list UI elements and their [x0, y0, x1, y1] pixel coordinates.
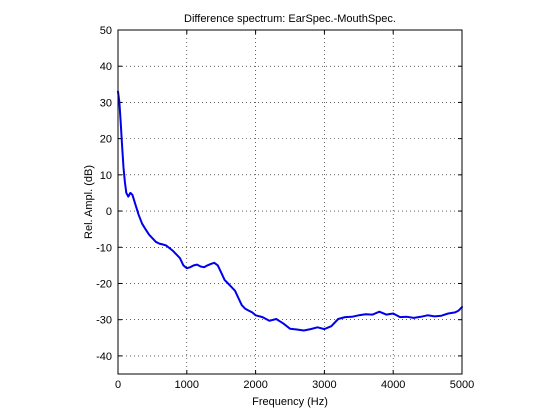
- y-tick-label: -40: [96, 351, 112, 363]
- y-tick-label: 0: [106, 206, 112, 218]
- y-tick-label: -10: [96, 242, 112, 254]
- x-tick-label: 4000: [381, 379, 405, 391]
- y-tick-label: -30: [96, 315, 112, 327]
- plot-area: [118, 30, 462, 374]
- y-tick-label: -20: [96, 278, 112, 290]
- x-tick-label: 0: [115, 379, 121, 391]
- y-tick-label: 50: [100, 25, 112, 37]
- y-tick-label: 10: [100, 170, 112, 182]
- x-tick-label: 3000: [312, 379, 336, 391]
- x-tick-label: 1000: [175, 379, 199, 391]
- axis-ticks: [117, 29, 463, 374]
- y-axis-label: Rel. Ampl. (dB): [83, 165, 95, 239]
- plot-frame: [117, 29, 463, 375]
- x-tick-label: 2000: [243, 379, 267, 391]
- series-line: [117, 90, 463, 332]
- y-tick-label: 30: [100, 97, 112, 109]
- x-axis-label: Frequency (Hz): [252, 396, 328, 408]
- chart-title: Difference spectrum: EarSpec.-MouthSpec.: [184, 13, 396, 25]
- tick-labels: 0 1000 2000 3000 4000 5000 -40 -30 -20 -10 0 10 20 30…: [96, 25, 474, 391]
- y-tick-label: 40: [100, 61, 112, 73]
- data-series: [117, 90, 463, 332]
- y-tick-label: 20: [100, 134, 112, 146]
- x-tick-label: 5000: [450, 379, 474, 391]
